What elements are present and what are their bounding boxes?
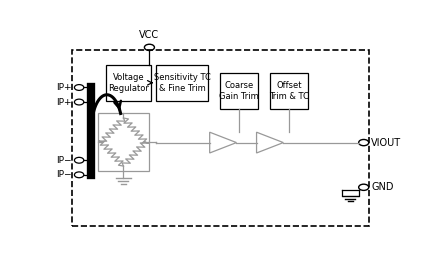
Bar	[156, 65, 208, 101]
Bar	[98, 113, 149, 171]
Text: IP−: IP−	[56, 156, 72, 165]
Text: VCC: VCC	[140, 30, 159, 40]
Polygon shape	[257, 132, 283, 153]
Polygon shape	[210, 132, 236, 153]
Bar	[220, 73, 258, 109]
Bar	[106, 65, 151, 101]
Text: GND: GND	[371, 182, 394, 192]
Bar	[73, 50, 368, 226]
Text: IP+: IP+	[56, 97, 72, 107]
Bar	[270, 73, 308, 109]
Text: Voltage
Regulator: Voltage Regulator	[108, 73, 149, 93]
Text: VIOUT: VIOUT	[371, 138, 401, 148]
Text: Coarse
Gain Trim: Coarse Gain Trim	[219, 82, 259, 101]
Text: Sensitivity TC
& Fine Trim: Sensitivity TC & Fine Trim	[154, 73, 210, 93]
Text: Offset
Trim & TC: Offset Trim & TC	[269, 82, 309, 101]
Text: IP+: IP+	[56, 83, 72, 92]
Text: IP−: IP−	[56, 170, 72, 179]
